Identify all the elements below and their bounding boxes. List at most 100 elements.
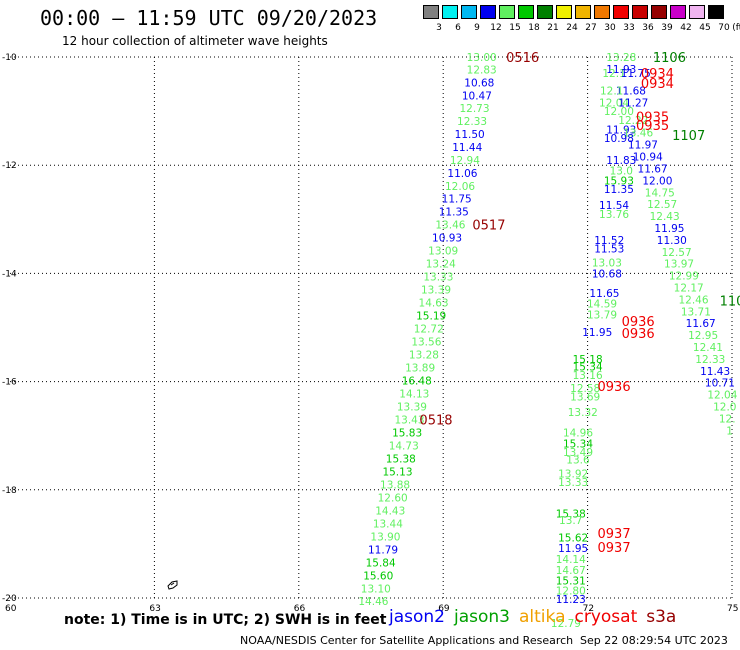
pass-time-label: 0936	[622, 327, 655, 342]
wave-height-value: 12.	[719, 413, 736, 425]
wave-height-value: 13.10	[361, 583, 391, 595]
wave-height-value: 11.65	[589, 288, 619, 300]
wave-height-value: 10.47	[462, 90, 492, 102]
scale-label: 33	[623, 23, 635, 33]
wave-height-value: 16.48	[402, 376, 432, 388]
wave-height-value: 11.35	[439, 207, 469, 219]
wave-height-value: 12.1	[600, 86, 623, 98]
wave-height-value: 13.39	[397, 401, 427, 413]
wave-height-value: 13.97	[664, 259, 694, 271]
wave-height-value: 11.95	[558, 543, 588, 555]
wave-height-value: 10.93	[432, 233, 462, 245]
wave-height-value: 12.73	[459, 103, 489, 115]
wave-height-value: 13.00	[467, 52, 497, 64]
wave-height-value: 14.43	[375, 505, 405, 517]
wave-height-value: 13.71	[681, 306, 711, 318]
wave-height-value: 12.72	[414, 324, 444, 336]
wave-height-value: 11.30	[657, 235, 687, 247]
wave-height-value: 12.41	[693, 342, 723, 354]
wave-height-value: 13.49	[563, 447, 593, 459]
wave-height-value: 12.17	[674, 282, 704, 294]
units-note: note: 1) Time is in UTC; 2) SWH is in fe…	[64, 612, 387, 628]
scale-label: 18	[528, 23, 540, 33]
wave-height-value: 13.24	[426, 259, 456, 271]
wave-height-value: 11.75	[442, 194, 472, 206]
satellite-cryosat: cryosat	[574, 607, 638, 627]
wave-height-value: 12.0	[713, 401, 736, 413]
scale-label: 6	[455, 23, 461, 33]
wave-height-value: 12.58	[570, 383, 600, 395]
wave-height-value: 13.32	[568, 407, 598, 419]
wave-height-value: 15.19	[416, 311, 446, 323]
pass-time-label: 0934	[641, 77, 674, 92]
wave-height-value: 13.44	[373, 518, 403, 530]
wave-height-value: 14.13	[399, 389, 429, 401]
wave-height-value: 13.33	[423, 272, 453, 284]
wave-height-value: 13.16	[573, 370, 603, 382]
island-shape	[167, 580, 178, 590]
scale-swatch	[670, 5, 686, 19]
wave-height-value: 15.18	[573, 354, 603, 366]
wave-height-value: 13.88	[380, 479, 410, 491]
wave-height-value: 13.69	[570, 392, 600, 404]
wave-height-value: 12.00	[604, 106, 634, 118]
wave-height-value: 12.43	[650, 211, 680, 223]
wave-height-value: 15.13	[382, 466, 412, 478]
scale-label: 21	[547, 23, 559, 33]
wave-height-value: 13.76	[599, 209, 629, 221]
footer-credit: NOAA/NESDIS Center for Satellite Applica…	[240, 634, 574, 647]
wave-height-value: 12.06	[445, 181, 475, 193]
scale-unit: (ft)	[732, 23, 740, 33]
wave-height-value: 1	[726, 425, 733, 437]
lon-label: 69	[438, 604, 450, 614]
lat-label: -20	[2, 594, 17, 604]
wave-height-value: 12.04	[707, 390, 737, 402]
wave-height-value: 11.52	[594, 235, 624, 247]
scale-swatch	[480, 5, 496, 19]
lat-label: -18	[2, 486, 17, 496]
scale-label: 42	[680, 23, 692, 33]
scale-swatch	[423, 5, 439, 19]
wave-height-value: 15.83	[392, 427, 422, 439]
scale-swatch	[613, 5, 629, 19]
wave-height-value: 10.68	[464, 77, 494, 89]
wave-height-value: 10.71	[705, 378, 735, 390]
wave-height-value: 12.1	[602, 68, 625, 80]
wave-height-value: 11.68	[616, 86, 646, 98]
wave-height-value: 14.75	[645, 187, 675, 199]
pass-time-label: 0934	[641, 67, 674, 82]
pass-time-label: 1107	[672, 129, 705, 144]
scale-label: 36	[642, 23, 654, 33]
wave-height-value: 15.34	[563, 438, 593, 450]
wave-height-value: 13.09	[428, 246, 458, 258]
map-title: 00:00 – 11:59 UTC 09/20/2023	[40, 6, 378, 30]
wave-height-value: 13.03	[592, 258, 622, 270]
wave-height-value: 12.33	[457, 116, 487, 128]
lat-label: -12	[2, 161, 17, 171]
wave-height-value: 11.93	[606, 64, 636, 76]
wave-height-value: 11.95	[654, 223, 684, 235]
wave-height-value: 14.14	[556, 554, 586, 566]
scale-label: 27	[585, 23, 597, 33]
wave-height-value: 11.83	[606, 155, 636, 167]
wave-height-value: 13.33	[558, 477, 588, 489]
wave-height-value: 13.92	[558, 469, 588, 481]
scale-label: 70	[718, 23, 730, 33]
wave-height-value: 11.97	[628, 140, 658, 152]
scale-swatch	[689, 5, 705, 19]
pass-time-labels: 0516051705181106093409340935093511071100…	[419, 51, 740, 556]
lat-label: -14	[2, 269, 17, 279]
wave-height-value: 10.98	[604, 133, 634, 145]
wave-height-value: 12.04	[599, 97, 629, 109]
wave-height-value: 12.57	[647, 199, 677, 211]
lon-label: 60	[5, 604, 17, 614]
wave-height-value: 11.35	[604, 184, 634, 196]
scale-swatch	[537, 5, 553, 19]
scale-swatch	[632, 5, 648, 19]
wave-height-value: 12.33	[695, 354, 725, 366]
lon-label: 66	[294, 604, 306, 614]
wave-height-value: 14.59	[587, 299, 617, 311]
scale-label: 12	[490, 23, 502, 33]
